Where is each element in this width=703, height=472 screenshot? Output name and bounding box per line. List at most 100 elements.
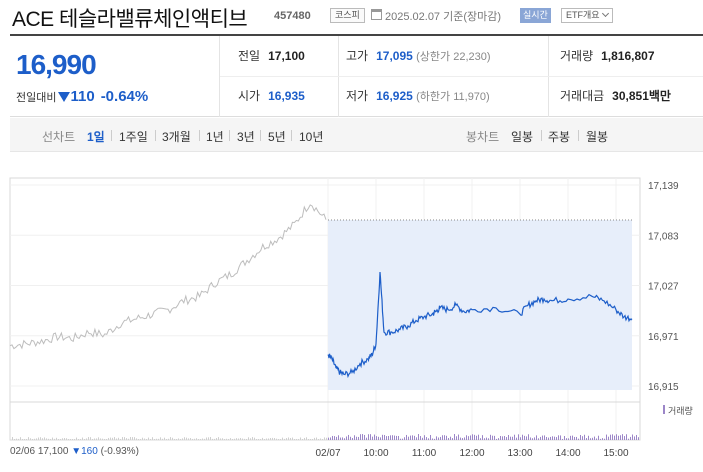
volume-bar [32,439,33,440]
period-1y[interactable]: 1년 [206,130,224,144]
volume-bar [616,434,617,440]
volume-bar [482,435,483,440]
volume-bar [530,437,531,440]
volume-bar [48,438,49,440]
volume-bar [562,438,563,440]
calendar-icon [371,9,382,20]
volume-bar [248,437,249,440]
volume-bar [46,438,47,440]
volume-bar [100,438,101,440]
volume-bar [380,437,381,440]
period-5y[interactable]: 5년 [268,130,286,144]
volume-bar [58,439,59,440]
volume-bar [304,437,305,440]
volume-bar [510,436,511,440]
volume-bar [318,439,319,440]
candle-monthly[interactable]: 월봉 [586,130,609,144]
volume-bar [158,438,159,440]
volume-bar [256,439,257,440]
volume-bar [60,439,61,440]
volume-bar [280,439,281,440]
volume-bar [436,436,437,440]
volume-bar [348,434,349,440]
volume-bar [560,435,561,440]
volume-bar [618,435,619,440]
volume-bar [220,438,221,440]
separator [229,130,230,141]
trade-value: 30,851 [612,89,649,103]
volume-bar [344,438,345,440]
volume-bar [320,438,321,440]
volume-bar [210,437,211,440]
volume-bar [142,437,143,440]
volume-bar [78,439,79,440]
volume-bar [366,437,367,440]
volume-bar [314,437,315,440]
volume-bar [244,438,245,440]
prev-close-cell: 전일 17,100 [238,36,305,76]
footer-change-pct: (-0.93%) [100,446,139,457]
volume-bar [582,436,583,440]
period-3y[interactable]: 3년 [237,130,255,144]
period-1d[interactable]: 1일 [87,130,105,144]
volume-bar [130,437,131,440]
volume-bar [252,437,253,440]
period-bar: 선차트 1일 1주일 3개월 1년 3년 5년 10년 봉차트 일봉 주봉 월봉 [10,118,703,152]
volume-bar [120,439,121,440]
volume-bar [392,435,393,440]
volume-bar [134,437,135,440]
y-tick-label: 16,971 [648,332,679,343]
volume-bar [246,439,247,440]
volume-bar [574,436,575,440]
etf-overview-button[interactable]: ETF개요 [561,8,613,23]
divider [220,76,703,77]
volume-bar [50,439,51,440]
volume-bar [122,437,123,440]
volume-bar [294,439,295,440]
volume-bar [176,439,177,440]
volume-bar [38,437,39,440]
price-chart[interactable]: 17,139 17,083 17,027 16,971 16,915 02/07 10:0… [0,152,703,472]
candle-chart-label: 봉차트 [466,130,500,144]
volume-bar [458,434,459,440]
volume-bar [44,437,45,440]
volume-bar [552,436,553,440]
period-3m[interactable]: 3개월 [162,130,191,144]
volume-bar [476,435,477,440]
volume-bar [624,436,625,440]
volume-bar [516,437,517,440]
volume-bar [522,434,523,440]
volume-bar [184,437,185,440]
upper-limit: (상한가 22,230) [416,51,491,63]
volume-bar [398,435,399,440]
volume-bar [302,439,303,440]
volume-bar [400,438,401,440]
volume-label: 거래량 [560,49,594,63]
volume-bar [222,438,223,440]
candle-daily[interactable]: 일봉 [511,130,534,144]
change-row: 전일대비 110 -0.64% [16,88,148,105]
separator [199,130,200,141]
volume-bar [40,437,41,440]
candle-weekly[interactable]: 주봉 [548,130,571,144]
realtime-button[interactable]: 실시간 [520,8,551,23]
period-1w[interactable]: 1주일 [119,130,148,144]
volume-bar [36,438,37,440]
volume-bar [470,435,471,440]
volume-bar [118,437,119,440]
volume-bar [418,434,419,440]
volume-bar [566,438,567,440]
volume-bar [276,438,277,440]
volume-bar [504,436,505,440]
volume-bar [634,436,635,440]
volume-bar [52,437,53,440]
volume-bar [508,434,509,440]
volume-bar [216,438,217,440]
separator [111,130,112,141]
volume-bar [386,436,387,440]
price-box: 16,990 전일대비 110 -0.64% [10,36,220,117]
volume-bar [162,438,163,440]
period-10y[interactable]: 10년 [299,130,324,144]
x-tick-label: 02/07 [315,448,340,459]
volume-bar [16,438,17,440]
